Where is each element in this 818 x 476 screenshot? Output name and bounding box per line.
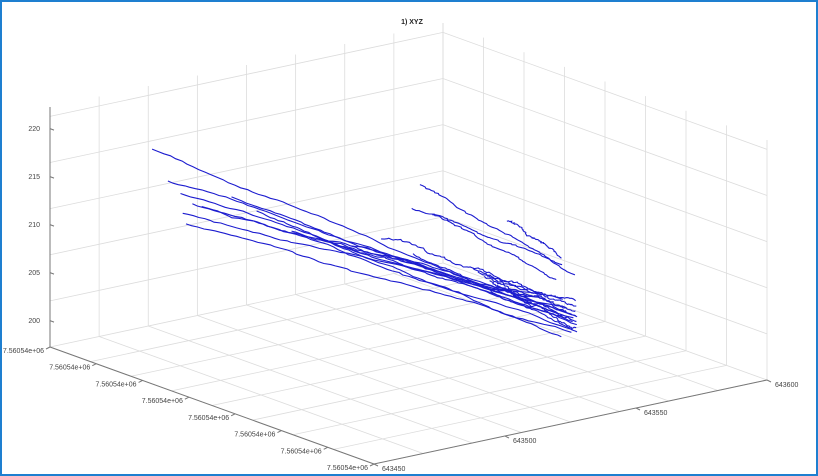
z-tick-mark <box>49 224 55 227</box>
z-tick-mark <box>49 320 55 323</box>
tick-labels: 200 205 210 215 220 7.56054e+06 7.56054e+06 7.5… <box>3 126 799 473</box>
z-grid-line <box>49 31 768 150</box>
series-group <box>151 148 578 338</box>
series-line <box>192 203 573 331</box>
right-tick-mark <box>766 379 772 383</box>
floor-grid-line <box>98 336 424 454</box>
left-tick-mark <box>138 379 143 383</box>
left-tick-mark <box>323 446 328 450</box>
series-line <box>506 220 562 259</box>
z-grid-line <box>49 170 768 289</box>
series-line <box>432 214 557 281</box>
chart-title: 1) XYZ <box>401 19 424 26</box>
right-tick-label: 643600 <box>775 382 798 389</box>
z-grid-line <box>49 124 768 243</box>
left-tick-mark <box>92 363 97 367</box>
floor-grid-line <box>344 283 669 402</box>
series-line <box>412 253 578 333</box>
z-grid-line <box>49 216 768 335</box>
left-tick-label: 7.56054e+06 <box>281 448 322 455</box>
left-tick-label: 7.56054e+06 <box>49 365 90 372</box>
series-line <box>180 192 577 326</box>
axes-lines <box>49 107 768 465</box>
grid-lines <box>49 23 768 465</box>
series-line <box>502 288 577 330</box>
left-tick-mark <box>369 463 375 467</box>
floor-grid-line <box>295 294 620 412</box>
floor-grid-line <box>197 315 522 433</box>
z-tick-label: 215 <box>28 174 40 181</box>
series-line <box>167 180 572 315</box>
series-line <box>231 196 574 319</box>
right-tick-mark <box>504 435 510 439</box>
left-tick-label: 7.56054e+06 <box>234 432 275 439</box>
floor-grid-line <box>393 273 719 391</box>
series-line <box>185 223 572 333</box>
z-tick-label: 210 <box>28 222 40 229</box>
right-axis-line <box>373 379 768 465</box>
left-tick-label: 7.56054e+06 <box>188 415 229 422</box>
series-line <box>411 207 563 266</box>
left-axis-line <box>49 346 375 465</box>
series-line <box>472 267 576 302</box>
left-tick-label: 7.56054e+06 <box>142 398 183 405</box>
left-tick-label: 7.56054e+06 <box>95 381 136 388</box>
right-tick-mark <box>635 407 641 411</box>
left-tick-mark <box>277 430 282 434</box>
left-tick-mark <box>45 346 51 350</box>
right-tick-label: 643500 <box>513 438 536 445</box>
left-tick-mark <box>184 396 190 400</box>
series-line <box>256 210 562 338</box>
left-tick-label: 7.56054e+06 <box>3 348 44 355</box>
left-tick-label: 7.56054e+06 <box>327 465 368 472</box>
z-grid-line <box>49 78 768 196</box>
left-tick-mark <box>230 413 236 417</box>
series-line <box>151 148 568 318</box>
z-tick-mark <box>49 176 55 179</box>
series-line <box>477 271 577 307</box>
right-tick-mark <box>373 463 379 467</box>
floor-grid-line <box>246 304 571 423</box>
right-tick-label: 643550 <box>644 410 667 417</box>
z-tick-mark <box>49 128 55 131</box>
z-tick-label: 205 <box>28 270 40 277</box>
z-tick-label: 220 <box>28 126 40 133</box>
right-tick-label: 643450 <box>382 466 405 473</box>
series-line <box>291 230 578 318</box>
z-tick-label: 200 <box>28 318 40 325</box>
floor-grid-line <box>148 325 473 444</box>
z-tick-mark <box>49 272 55 275</box>
series-line <box>351 245 573 323</box>
